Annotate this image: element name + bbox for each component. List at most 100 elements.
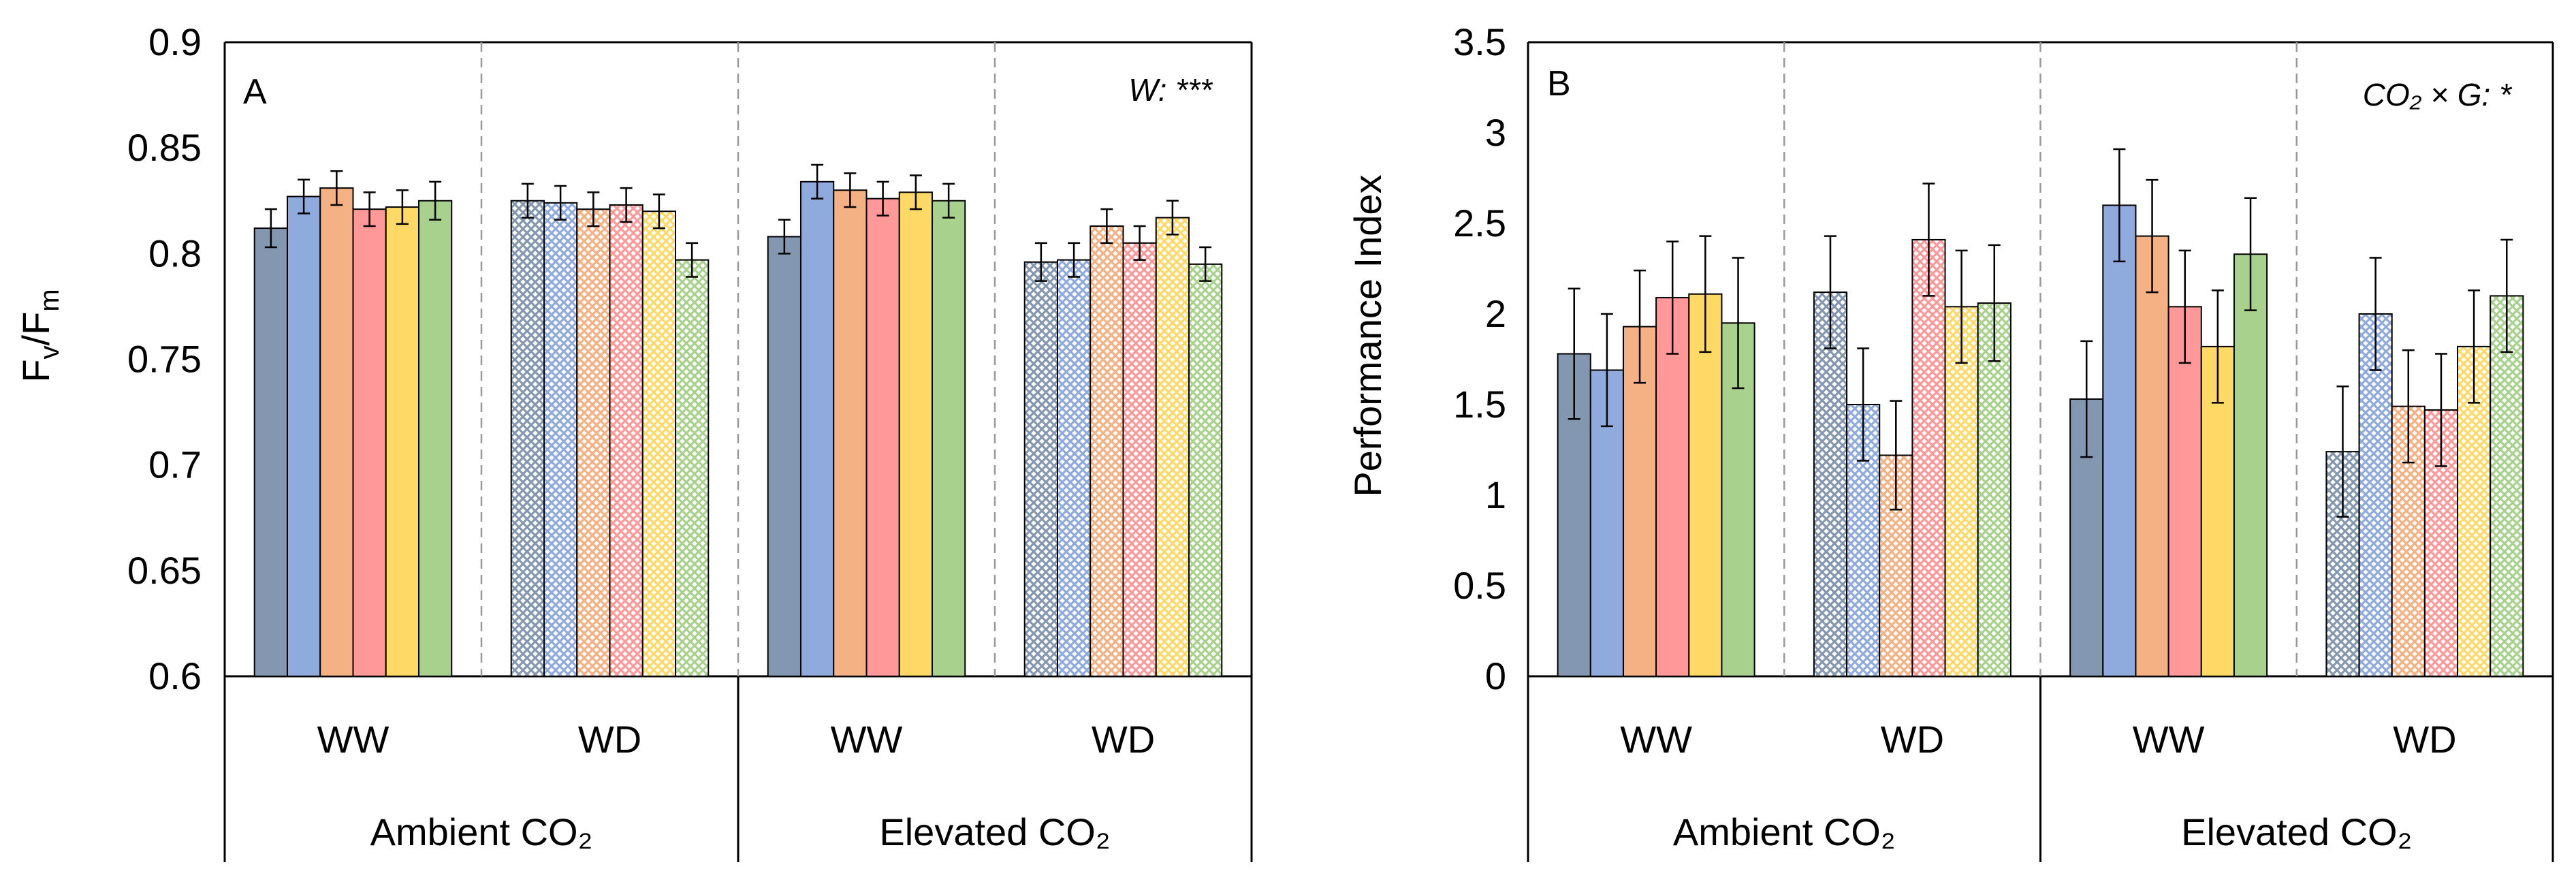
error-bar [1634,269,1647,384]
error-bar [554,185,567,221]
bar [319,187,354,677]
error-bar [363,191,376,227]
panel-b-annotation: CO₂ × G: * [2363,77,2513,112]
panel-b-chart: 0 0.5 1 1.5 2 2.5 3 3.5 WW WD WW WD Ambient CO₂ Eleva… [1453,20,2554,862]
bar [543,202,578,677]
y-tick-label: 0.65 [127,549,202,592]
error-bar [1666,240,1679,355]
co2-label: Elevated CO₂ [879,810,1110,853]
error-bar [1922,183,1935,297]
bar [799,180,835,677]
error-bar [1988,244,2001,362]
bar [1023,261,1058,678]
error-bar [1600,313,1613,428]
bar [609,204,643,677]
panel-a-letter: A [243,72,267,112]
bar [1056,259,1092,678]
y-tick-label: 0.6 [148,654,202,697]
error-bar [942,183,955,219]
error-bar [1133,225,1146,261]
error-bar [2434,353,2447,467]
bar [1188,263,1223,678]
y-tick-label: 0.85 [127,126,202,169]
panel-a-annotation: W: *** [1128,72,1213,108]
panel-a-chart: 0.6 0.65 0.7 0.75 0.8 0.85 0.9 WW WD WW WD Ambient … [127,20,1253,862]
error-bar [1955,249,1968,364]
error-bar [844,172,857,208]
bar [865,198,900,677]
error-bar [1568,287,1580,420]
bar [833,189,868,677]
y-tick-label: 3 [1485,111,1506,154]
bar [1122,242,1157,678]
y-tick-label: 3.5 [1453,20,1506,63]
bar [2135,235,2169,677]
bar [352,208,387,677]
error-bar [2211,289,2224,404]
bar [1813,291,1848,677]
error-bar [2113,148,2126,263]
bar [253,227,288,677]
water-treatment-label: WW [1620,718,1692,761]
y-tick-label: 1.5 [1453,383,1506,426]
water-treatment-label: WD [1092,718,1155,761]
co2-label: Elevated CO₂ [2181,810,2412,853]
error-bar [686,242,699,278]
error-bar [2500,238,2513,353]
water-treatment-label: WW [317,718,389,761]
error-bar [2178,249,2191,364]
error-bar [620,187,633,223]
y-tick-label: 0.7 [148,443,202,486]
panel-a-ylabel: Fv/Fm [14,289,65,382]
panel-b-ylabel: Performance Index [1346,174,1389,496]
y-tick-label: 0.75 [127,338,202,381]
error-bar [909,174,922,210]
co2-label: Ambient CO₂ [370,810,593,853]
bar [2102,204,2137,677]
bar [576,208,611,677]
error-bar [652,193,665,230]
error-bar [264,208,277,249]
error-bar [1166,200,1179,236]
error-bar [1890,400,1903,511]
error-bar [396,189,409,225]
error-bar [2244,197,2257,311]
bar [675,259,710,678]
bar [1688,293,1723,677]
error-bar [429,180,442,221]
error-bar [2336,385,2349,518]
error-bar [330,170,343,206]
error-bar [2468,289,2481,404]
y-tick-label: 1 [1485,473,1506,516]
bar [385,206,420,677]
water-treatment-label: WD [2393,718,2456,761]
error-bar [1068,242,1081,278]
error-bar [1824,235,1836,349]
co2-label: Ambient CO₂ [1673,810,1896,853]
water-treatment-label: WD [578,718,641,761]
y-tick-label: 2.5 [1453,202,1506,244]
water-treatment-label: WW [2133,718,2205,761]
error-bar [587,191,600,227]
error-bar [1857,347,1870,462]
bar [1090,225,1124,677]
error-bar [2369,257,2382,371]
panel-b-letter: B [1547,64,1571,104]
bar [2490,295,2524,677]
y-tick-label: 2 [1485,292,1506,335]
water-treatment-label: WD [1881,718,1944,761]
y-tick-label: 0 [1485,654,1506,697]
error-bar [2146,178,2159,294]
error-bar [811,163,824,200]
error-bar [298,178,311,215]
error-bar [1699,235,1712,353]
error-bar [1034,242,1047,282]
y-tick-label: 0.8 [148,232,202,274]
bar [767,236,801,677]
bar [286,195,321,677]
bar [641,210,677,677]
bar [1155,217,1190,677]
bar [898,191,934,677]
water-treatment-label: WW [831,718,903,761]
